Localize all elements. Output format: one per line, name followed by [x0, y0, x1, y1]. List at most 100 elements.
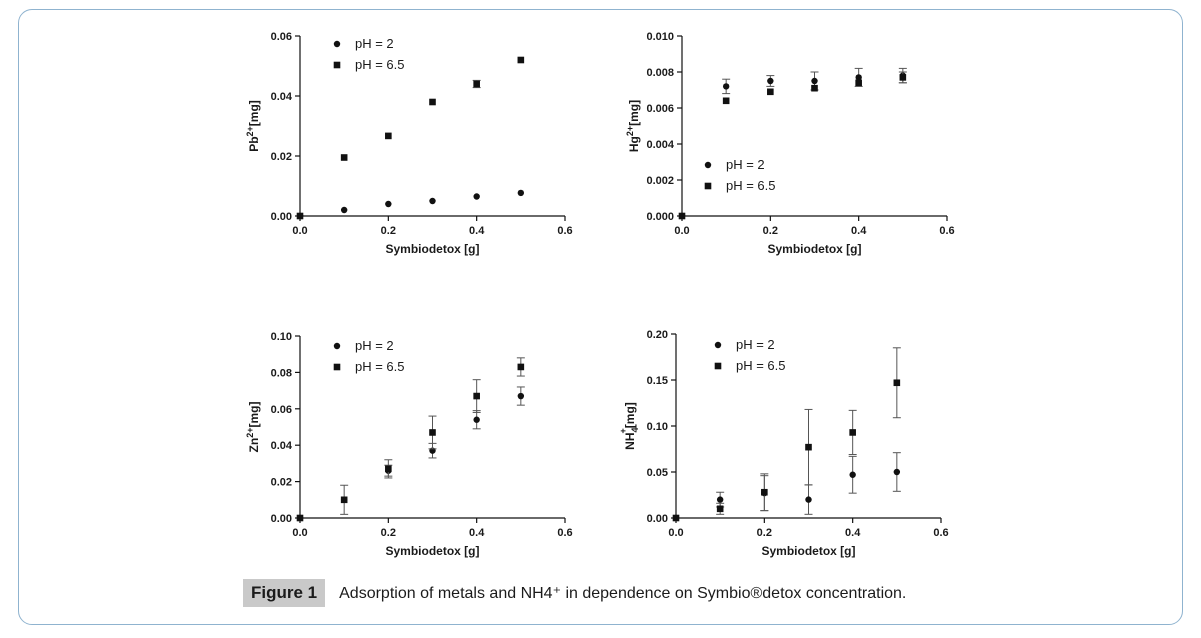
- chart-pb-point-ph2: [429, 197, 436, 205]
- chart-zn-x-tick-label: 0.2: [381, 527, 396, 539]
- chart-nh4-y-tick-label: 0.05: [647, 467, 668, 479]
- chart-nh4-y-tick-label: 0.00: [647, 513, 668, 525]
- chart-hg-legend-label: pH = 6.5: [726, 178, 776, 193]
- chart-zn-point-ph65: [340, 496, 348, 504]
- chart-zn-x-tick-label: 0.0: [292, 527, 307, 539]
- chart-nh4: 0.00 0.05 0.10 0.15 0.20 0.0 0.2 0.4 0.6 Symbiode…: [616, 322, 949, 562]
- chart-pb-y-tick-label: 0.04: [271, 91, 293, 103]
- chart-nh4-point-ph2: [805, 496, 812, 503]
- chart-pb-y-tick-label: 0.02: [271, 151, 292, 163]
- chart-pb-y-tick-label: 0.00: [271, 211, 292, 223]
- chart-zn-point-ph65: [385, 465, 392, 473]
- chart-hg-y-tick-label: 0.002: [646, 175, 674, 187]
- chart-hg-y-tick-label: 0.010: [646, 31, 674, 43]
- chart-nh4-point-ph2: [849, 471, 856, 478]
- chart-zn-point-ph2: [517, 392, 525, 400]
- chart-hg-point-ph65: [855, 79, 862, 87]
- chart-hg-point-ph2: [855, 74, 862, 81]
- chart-zn-legend-label: pH = 2: [355, 338, 394, 353]
- chart-nh4-point-ph2: [893, 468, 901, 476]
- chart-nh4-x-tick-label: 0.6: [933, 527, 948, 539]
- chart-nh4-point-ph2: [716, 496, 724, 503]
- chart-nh4-y-tick-label: 0.10: [647, 421, 668, 433]
- chart-zn-point-ph65: [296, 514, 304, 522]
- chart-zn-x-tick-label: 0.6: [557, 527, 572, 539]
- chart-hg-y-tick-label: 0.006: [646, 103, 674, 115]
- chart-zn-y-tick-label: 0.10: [271, 331, 292, 343]
- chart-hg-y-tick-label: 0.000: [646, 211, 674, 223]
- chart-hg-x-tick-label: 0.2: [763, 225, 778, 237]
- chart-zn: 0.00 0.02 0.04 0.06 0.08 0.10 0.0 0.2 0.4 0.6 Symb…: [240, 324, 573, 564]
- chart-nh4-y-tick-label: 0.20: [647, 329, 668, 341]
- chart-pb-legend-marker: [333, 40, 341, 48]
- chart-pb-point-ph65: [340, 154, 348, 161]
- chart-hg-y-axis-title: Hg2+[mg]: [625, 100, 641, 152]
- chart-svg-zn: 0.00 0.02 0.04 0.06 0.08 0.10 0.0 0.2 0.4 0.6 Symb…: [245, 331, 573, 558]
- chart-nh4-point-ph65: [893, 379, 901, 387]
- chart-nh4-legend-marker: [714, 341, 722, 349]
- chart-nh4-point-ph65: [716, 505, 724, 513]
- chart-hg-point-ph2: [767, 77, 774, 85]
- chart-zn-point-ph2: [473, 416, 480, 423]
- chart-nh4-x-tick-label: 0.0: [668, 527, 683, 539]
- chart-pb-x-tick-label: 0.4: [469, 225, 485, 237]
- chart-nh4-x-tick-label: 0.4: [845, 527, 861, 539]
- chart-zn-y-axis-title: Zn2+[mg]: [245, 402, 261, 453]
- chart-pb-point-ph65: [429, 98, 436, 106]
- chart-hg-point-ph65: [722, 97, 730, 105]
- chart-hg-y-tick-label: 0.004: [646, 139, 674, 151]
- chart-hg-point-ph65: [678, 212, 686, 220]
- chart-zn-legend-marker: [333, 342, 341, 350]
- chart-zn-x-tick-label: 0.4: [469, 527, 485, 539]
- chart-hg-point-ph2: [811, 77, 818, 85]
- chart-hg-legend-marker: [704, 161, 712, 169]
- chart-pb-point-ph65: [473, 80, 480, 88]
- chart-pb-point-ph65: [296, 212, 304, 220]
- chart-pb-point-ph2: [340, 206, 348, 214]
- chart-hg-legend: pH = 2 pH = 6.5: [704, 157, 776, 193]
- chart-nh4-legend-marker: [714, 362, 722, 370]
- chart-hg-x-tick-label: 0.0: [674, 225, 689, 237]
- chart-hg-legend-marker: [704, 182, 712, 190]
- chart-pb-x-tick-label: 0.6: [557, 225, 572, 237]
- chart-hg-point-ph65: [899, 74, 907, 81]
- chart-hg-point-ph65: [767, 88, 774, 96]
- chart-pb-point-ph2: [385, 200, 392, 208]
- chart-pb-legend-marker: [333, 61, 341, 69]
- chart-zn-point-ph65: [429, 429, 436, 436]
- chart-svg-nh4: 0.00 0.05 0.10 0.15 0.20 0.0 0.2 0.4 0.6 Symbiode…: [618, 329, 949, 558]
- chart-hg-legend-label: pH = 2: [726, 157, 765, 172]
- chart-nh4-y-axis-title: NH4+[mg]: [618, 402, 640, 450]
- chart-hg-y-tick-label: 0.008: [646, 67, 674, 79]
- chart-zn-legend-label: pH = 6.5: [355, 359, 405, 374]
- chart-pb-y-tick-label: 0.06: [271, 31, 292, 43]
- chart-pb-point-ph65: [517, 56, 525, 64]
- chart-pb-point-ph2: [517, 189, 525, 197]
- chart-zn-legend-marker: [333, 363, 341, 371]
- chart-nh4-x-axis-title: Symbiodetox [g]: [761, 544, 855, 558]
- caption-text: Adsorption of metals and NH4⁺ in depende…: [339, 585, 907, 602]
- chart-hg: 0.000 0.002 0.004 0.006 0.008 0.010 0.0 0.2 0.4 0…: [620, 24, 955, 264]
- chart-svg-hg: 0.000 0.002 0.004 0.006 0.008 0.010 0.0 0.2 0.4 0…: [625, 31, 955, 256]
- chart-nh4-y-tick-label: 0.15: [647, 375, 668, 387]
- chart-svg-pb: 0.00 0.02 0.04 0.06 0.0 0.2 0.4 0.6 Symbiodetox …: [245, 31, 573, 256]
- chart-nh4-legend: pH = 2 pH = 6.5: [714, 337, 786, 373]
- chart-nh4-x-tick-label: 0.2: [757, 527, 772, 539]
- chart-pb-y-axis-title: Pb2+[mg]: [245, 100, 261, 152]
- chart-pb-x-tick-label: 0.2: [381, 225, 396, 237]
- chart-zn-legend: pH = 2 pH = 6.5: [333, 338, 405, 374]
- chart-pb-x-axis-title: Symbiodetox [g]: [385, 242, 479, 256]
- chart-hg-point-ph65: [811, 84, 818, 92]
- chart-nh4-legend-label: pH = 6.5: [736, 358, 786, 373]
- chart-pb-point-ph2: [473, 193, 480, 200]
- chart-pb-legend-label: pH = 6.5: [355, 57, 405, 72]
- figure-caption: Figure 1 Adsorption of metals and NH4⁺ i…: [243, 579, 906, 607]
- chart-pb-point-ph65: [385, 132, 392, 140]
- chart-nh4-point-ph65: [849, 429, 856, 436]
- chart-pb: 0.00 0.02 0.04 0.06 0.0 0.2 0.4 0.6 Symbiodetox …: [240, 24, 573, 264]
- chart-nh4-point-ph65: [761, 488, 768, 496]
- chart-hg-x-tick-label: 0.6: [939, 225, 954, 237]
- chart-hg-x-tick-label: 0.4: [851, 225, 867, 237]
- chart-hg-x-axis-title: Symbiodetox [g]: [767, 242, 861, 256]
- chart-zn-point-ph65: [517, 363, 525, 371]
